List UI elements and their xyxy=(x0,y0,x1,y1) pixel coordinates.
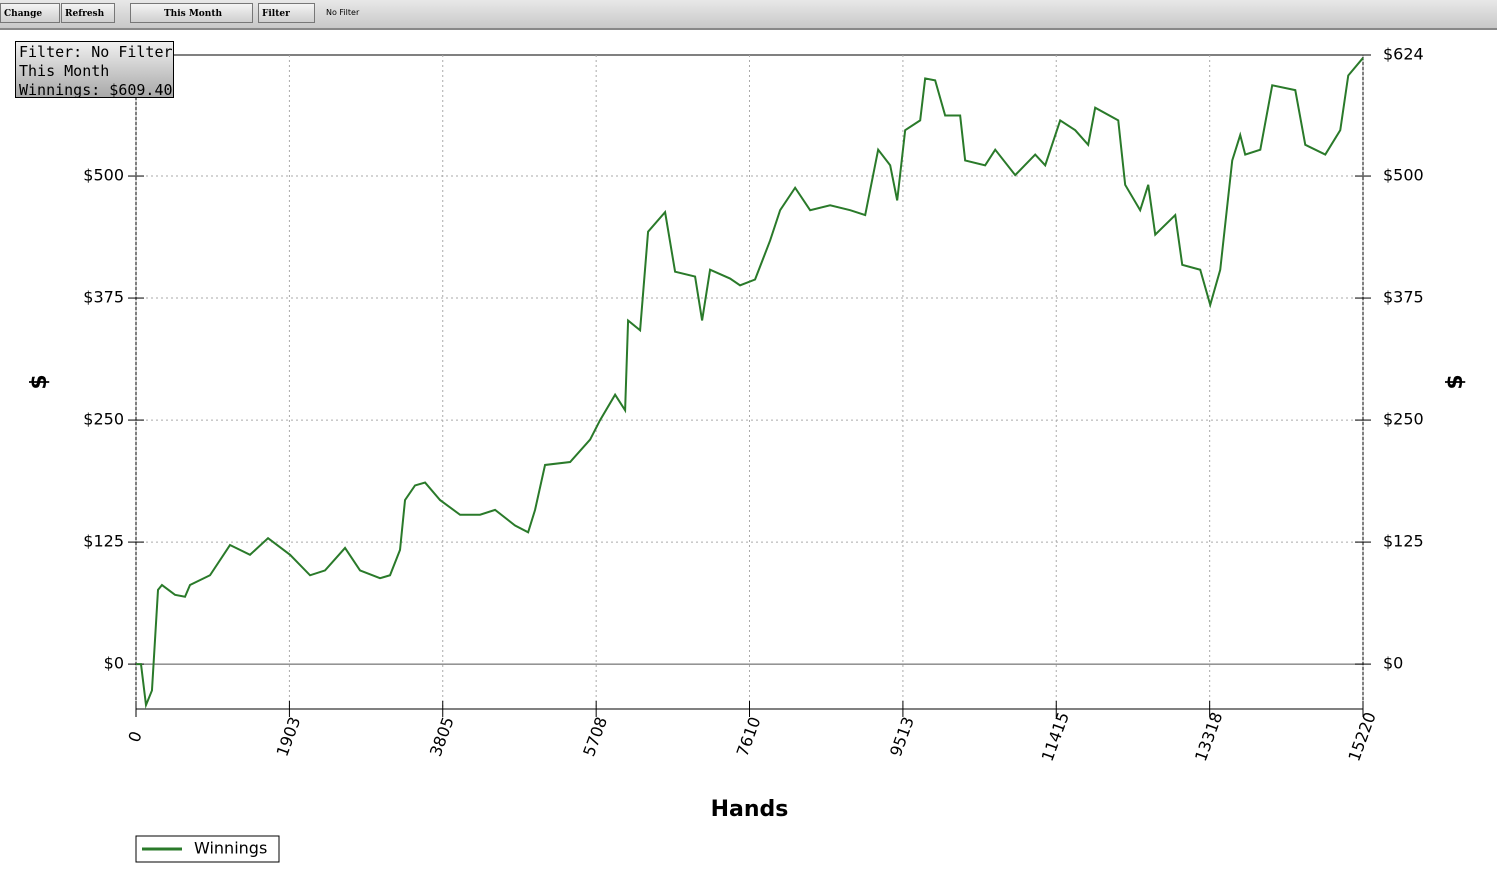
x-tick-label: 0 xyxy=(124,729,145,745)
y2-axis-title: $ xyxy=(1443,374,1468,389)
x-axis-title: Hands xyxy=(711,797,789,822)
chart: 0 1903 3805 5708 7610 9513 11415 13318 15220 $0 $1… xyxy=(27,45,1468,863)
y-tick-label: $0 xyxy=(104,654,124,673)
filter-button[interactable]: Filter xyxy=(258,3,315,23)
y2-tick-label: $624 xyxy=(1383,45,1424,64)
y2-tick-label: $250 xyxy=(1383,410,1424,429)
x-tick-label: 13318 xyxy=(1191,709,1226,763)
info-box: Filter: No Filter This Month Winnings: $… xyxy=(15,41,174,99)
info-line: This Month xyxy=(19,62,110,80)
y2-tick-label: $500 xyxy=(1383,166,1424,185)
x-tick-label: 5708 xyxy=(579,714,611,759)
legend-label: Winnings xyxy=(194,839,267,858)
change-button[interactable]: Change xyxy=(0,3,60,23)
period-dropdown[interactable]: This Month xyxy=(130,3,253,23)
y2-tick-label: $125 xyxy=(1383,532,1424,551)
refresh-button[interactable]: Refresh xyxy=(61,3,115,23)
info-line: Winnings: $609.40 xyxy=(19,81,173,99)
x-tick-label: 9513 xyxy=(886,714,918,759)
toolbar: Change Refresh This Month Filter No Filt… xyxy=(0,0,1497,30)
line xyxy=(136,57,1364,710)
x-tick-label: 11415 xyxy=(1038,709,1073,763)
y-tick-label: $375 xyxy=(83,288,124,307)
x-tick-label: 15220 xyxy=(1344,709,1379,763)
x-tick-label: 3805 xyxy=(426,714,458,759)
x-tick-label: 7610 xyxy=(733,714,765,759)
filter-status: No Filter xyxy=(326,8,360,17)
y2-tick-label: $0 xyxy=(1383,654,1403,673)
y-axis-title: $ xyxy=(27,374,52,389)
x-tick-label: 1903 xyxy=(273,714,305,759)
info-line: Filter: No Filter xyxy=(19,43,173,61)
y-tick-label: $500 xyxy=(83,166,124,185)
y-tick-label: $125 xyxy=(83,532,124,551)
y-tick-label: $250 xyxy=(83,410,124,429)
y2-tick-label: $375 xyxy=(1383,288,1424,307)
